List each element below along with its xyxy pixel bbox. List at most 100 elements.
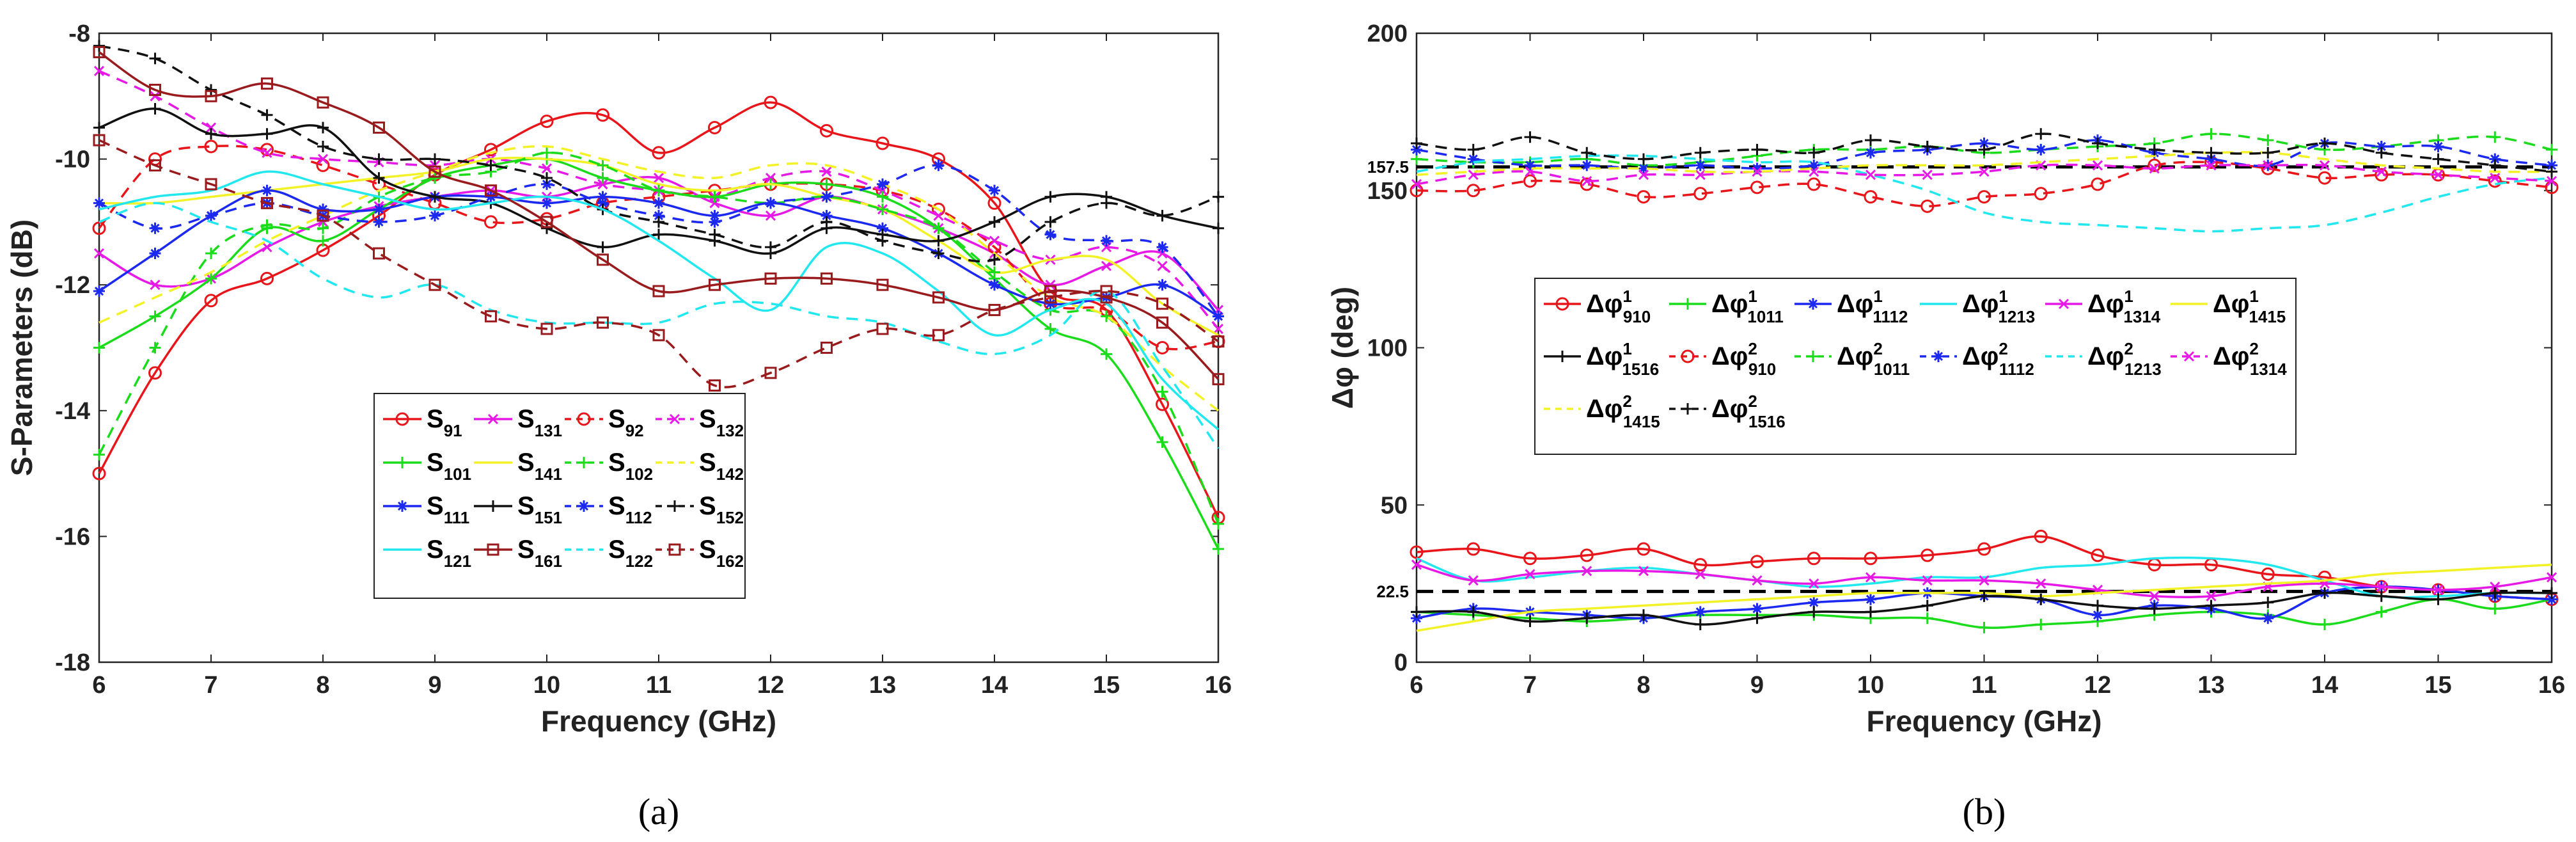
legend-item: S162 — [656, 536, 744, 571]
data-point — [1807, 177, 1821, 191]
legend-item: Δφ1 1314 — [2045, 287, 2161, 326]
data-point — [653, 184, 664, 196]
data-point — [653, 210, 664, 222]
data-point — [1044, 216, 1056, 228]
legend-label: S102 — [608, 449, 653, 484]
legend-item: Δφ1 1516 — [1544, 339, 1659, 379]
data-point — [540, 115, 554, 129]
x-tick-label: 9 — [1750, 672, 1764, 699]
data-point — [877, 222, 888, 234]
data-point — [1467, 606, 1479, 618]
data-point — [428, 278, 441, 291]
legend-label: S91 — [427, 405, 462, 440]
x-tick-label: 6 — [1410, 672, 1423, 699]
data-point — [1466, 184, 1480, 198]
data-point — [1808, 606, 1820, 618]
legend-item: S122 — [565, 536, 653, 571]
data-point — [1864, 552, 1878, 566]
panel-label: (a) — [638, 791, 679, 832]
data-point — [1156, 341, 1169, 354]
series-line — [1416, 556, 2552, 599]
data-point — [1044, 228, 1056, 241]
series-line — [1416, 154, 2552, 233]
data-point — [821, 216, 833, 228]
data-point — [1156, 298, 1168, 310]
legend-item: Δφ1 1011 — [1669, 287, 1784, 326]
data-point — [373, 203, 385, 216]
x-tick-label: 13 — [869, 672, 896, 699]
data-point — [149, 310, 161, 322]
data-point — [2205, 600, 2217, 612]
legend-label: S161 — [517, 536, 562, 571]
data-point — [877, 191, 888, 203]
legend-label: Δφ2 1112 — [1962, 339, 2034, 379]
data-point — [1580, 548, 1594, 562]
y-tick-label: 100 — [1367, 335, 1408, 362]
data-point — [261, 109, 273, 121]
y-tick-label: -12 — [55, 272, 90, 299]
data-point — [2546, 166, 2557, 178]
data-point — [1580, 177, 1594, 191]
legend-label: Δφ1 1213 — [1962, 287, 2035, 326]
data-point — [1044, 298, 1056, 310]
data-point — [204, 139, 218, 154]
data-point — [1920, 199, 1935, 213]
x-tick-label: 7 — [204, 672, 217, 699]
x-tick-label: 15 — [1093, 672, 1120, 699]
data-point — [2206, 591, 2217, 601]
legend-label: S152 — [699, 492, 744, 527]
data-point — [1411, 612, 1422, 624]
legend-item: S131 — [474, 405, 562, 440]
data-point — [709, 379, 721, 392]
legend-item: Δφ1 1213 — [1920, 287, 2035, 326]
legend-swatch-marker — [577, 412, 591, 426]
data-point — [2092, 600, 2103, 612]
x-tick-label: 13 — [2197, 672, 2224, 699]
legend-item: Δφ2 1314 — [2171, 339, 2287, 379]
data-point — [989, 184, 1000, 196]
data-point — [2375, 168, 2389, 182]
data-point — [429, 160, 441, 171]
y-tick-label: -14 — [55, 398, 90, 425]
legend-swatch-marker — [668, 543, 681, 556]
legend-swatch-marker — [487, 543, 499, 556]
data-point — [2148, 603, 2160, 615]
legend-item: Δφ1 1112 — [1795, 287, 1908, 326]
legend-box — [373, 393, 746, 599]
legend-label: S111 — [427, 492, 469, 527]
legend-swatch-marker — [578, 500, 590, 512]
data-point — [1751, 143, 1763, 155]
data-point — [1100, 285, 1113, 298]
x-tick-label: 15 — [2424, 672, 2451, 699]
data-point — [1213, 518, 1224, 530]
data-point — [2092, 160, 2103, 171]
legend-label: Δφ1 1516 — [1586, 339, 1659, 379]
legend-swatch-marker — [1682, 403, 1693, 415]
data-point — [932, 222, 945, 234]
legend-box — [1534, 278, 2297, 455]
data-point — [2262, 147, 2274, 159]
data-point — [2432, 153, 2444, 165]
data-point — [1212, 335, 1225, 348]
legend-swatch-marker — [669, 500, 680, 512]
data-point — [429, 210, 441, 222]
data-point — [2149, 591, 2160, 601]
data-point — [1468, 575, 1479, 586]
legend-label: S151 — [517, 492, 562, 527]
panel-label: (b) — [1963, 791, 2006, 832]
data-point — [2035, 593, 2047, 605]
data-point — [92, 466, 106, 481]
data-point — [1922, 575, 1933, 586]
data-point — [596, 108, 609, 122]
legend-label: S162 — [699, 536, 744, 571]
data-point — [541, 178, 553, 190]
data-point — [1865, 572, 1876, 583]
legend-item: Δφ1 910 — [1544, 287, 1651, 326]
data-point — [2261, 567, 2275, 581]
data-point — [2205, 147, 2217, 159]
data-point — [93, 65, 105, 77]
data-point — [933, 210, 944, 221]
data-point — [989, 216, 1000, 228]
data-point — [2489, 153, 2501, 165]
data-point — [2432, 593, 2444, 605]
